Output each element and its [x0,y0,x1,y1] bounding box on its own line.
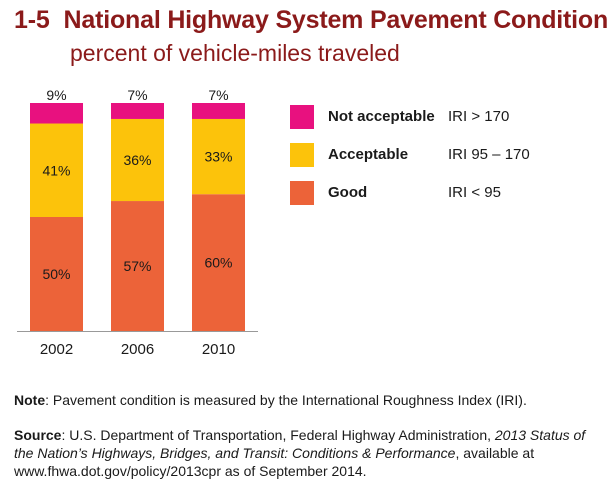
data-label-acceptable-2010: 33% [204,149,232,165]
data-label-not-acceptable-2010: 7% [208,87,228,103]
bar-good-2002 [30,217,83,331]
legend-label: Not acceptable [328,108,435,125]
x-tick-label: 2010 [202,341,235,358]
note-label: Note [14,392,46,408]
note: Note: Pavement condition is measured by … [14,391,599,409]
source-label: Source [14,427,62,443]
bar-acceptable-2002 [30,123,83,217]
figure-number: 1-5 [14,6,50,34]
stacked-bar-chart: 50% 41% 9% 2002 57% 36% 7% 2006 60% 33% 7% 2010 [17,87,258,358]
legend-swatch [290,104,314,129]
legend-range: IRI < 95 [448,184,501,201]
source-text-before: : U.S. Department of Transportation, Fed… [61,427,495,443]
data-label-good-2006: 57% [123,258,151,274]
bar-not-acceptable-2006 [111,103,164,119]
legend: Not acceptable IRI > 170 Acceptable IRI … [290,101,590,215]
bar-acceptable-2006 [111,118,164,202]
chart-subtitle: percent of vehicle-miles traveled [70,40,400,66]
legend-range: IRI 95 – 170 [448,146,530,163]
legend-label: Good [328,184,368,201]
note-text: : Pavement condition is measured by the … [45,392,527,408]
data-label-good-2002: 50% [42,266,70,282]
data-label-acceptable-2006: 36% [123,152,151,168]
source-text-after: , available at www.fhwa.dot.gov/policy/2… [14,445,535,479]
title-text: National Highway System Pavement Conditi… [63,6,608,34]
data-label-not-acceptable-2002: 9% [46,87,66,103]
source: Source: U.S. Department of Transportatio… [14,426,599,480]
legend-swatch [290,142,314,167]
legend-label: Acceptable [328,146,409,163]
data-label-acceptable-2002: 41% [42,162,70,178]
x-tick-label: 2006 [121,341,154,358]
bar-not-acceptable-2002 [30,103,83,124]
legend-swatch [290,180,314,205]
data-label-good-2010: 60% [204,255,232,271]
source-italic-title: 2013 Status of the Nation’s Highways, Br… [14,427,586,461]
bar-acceptable-2010 [192,118,245,195]
bar-not-acceptable-2010 [192,103,245,119]
x-tick-label: 2002 [40,341,73,358]
legend-item-good: Good IRI < 95 [290,177,590,208]
data-label-not-acceptable-2006: 7% [127,87,147,103]
legend-range: IRI > 170 [448,108,510,125]
legend-item-not-acceptable: Not acceptable IRI > 170 [290,101,590,132]
bar-good-2010 [192,194,245,331]
bar-good-2006 [111,201,164,331]
legend-item-acceptable: Acceptable IRI 95 – 170 [290,139,590,170]
chart-title: 1-5 National Highway System Pavement Cond… [14,6,608,35]
